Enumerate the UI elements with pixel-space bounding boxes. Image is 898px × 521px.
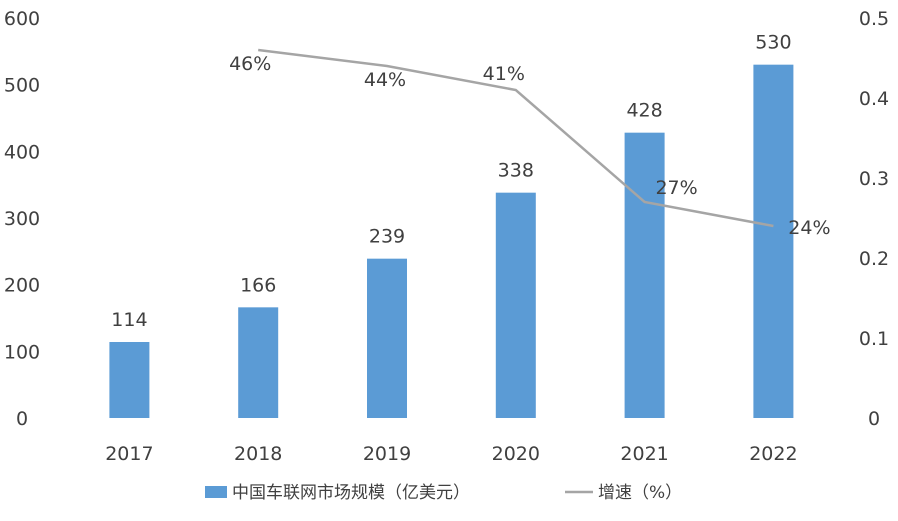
bar-label-2020: 338 bbox=[498, 160, 534, 182]
bar-2018 bbox=[238, 307, 279, 418]
right-tick-label: 0.2 bbox=[859, 248, 889, 270]
line-label-2020: 41% bbox=[483, 63, 525, 85]
right-tick-label: 0.4 bbox=[859, 88, 889, 110]
left-tick-label: 300 bbox=[4, 208, 40, 230]
x-tick-label: 2019 bbox=[363, 443, 411, 465]
line-label-2018: 46% bbox=[229, 53, 271, 75]
bar-label-2022: 530 bbox=[755, 32, 791, 54]
legend: 中国车联网市场规模（亿美元） 增速（%） bbox=[205, 483, 682, 503]
legend-bar-label: 中国车联网市场规模（亿美元） bbox=[232, 483, 470, 503]
line-label-2019: 44% bbox=[364, 69, 406, 91]
left-tick-label: 200 bbox=[4, 275, 40, 297]
left-tick-label: 400 bbox=[4, 141, 40, 163]
right-tick-label: 0.3 bbox=[859, 168, 889, 190]
bar-label-2021: 428 bbox=[626, 100, 662, 122]
left-tick-label: 100 bbox=[4, 341, 40, 363]
x-tick-label: 2017 bbox=[105, 443, 153, 465]
bar-label-2018: 166 bbox=[240, 274, 276, 296]
left-tick-label: 0 bbox=[16, 408, 28, 430]
legend-bar-swatch bbox=[205, 486, 227, 498]
bar-2021 bbox=[624, 132, 665, 418]
bar-2019 bbox=[367, 258, 407, 418]
left-tick-label: 600 bbox=[4, 8, 40, 30]
bar-label-2017: 114 bbox=[111, 309, 147, 331]
right-tick-label: 0.5 bbox=[859, 8, 889, 30]
line-label-2022: 24% bbox=[788, 217, 830, 239]
x-tick-label: 2022 bbox=[749, 443, 797, 465]
x-tick-label: 2021 bbox=[620, 443, 668, 465]
left-tick-label: 500 bbox=[4, 75, 40, 97]
right-tick-label: 0.1 bbox=[859, 328, 889, 350]
legend-line-label: 增速（%） bbox=[598, 483, 682, 503]
bar-2022 bbox=[753, 64, 794, 419]
bar-2017 bbox=[109, 342, 150, 418]
line-label-2021: 27% bbox=[655, 177, 697, 199]
bar-2020 bbox=[495, 192, 536, 418]
bar-label-2019: 239 bbox=[369, 226, 405, 248]
x-tick-label: 2020 bbox=[492, 443, 540, 465]
x-tick-label: 2018 bbox=[234, 443, 282, 465]
growth-line bbox=[258, 48, 774, 228]
right-tick-label: 0 bbox=[868, 408, 880, 430]
